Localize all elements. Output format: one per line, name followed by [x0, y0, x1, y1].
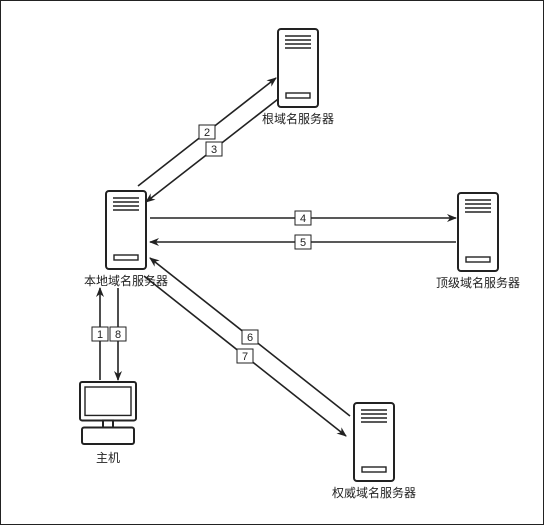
- edge-2: 2: [138, 78, 276, 186]
- edge-8: 8: [110, 288, 126, 380]
- root-node: 根域名服务器: [262, 29, 334, 126]
- auth-node: 权威域名服务器: [332, 403, 416, 500]
- edge-label-2: 2: [204, 127, 210, 139]
- local-node: 本地域名服务器: [84, 191, 168, 288]
- edge-label-7: 7: [242, 351, 248, 363]
- edge-label-4: 4: [300, 213, 306, 225]
- edge-6: 6: [150, 258, 350, 416]
- edge-label-3: 3: [211, 144, 217, 156]
- root-label: 根域名服务器: [262, 111, 334, 126]
- auth-label: 权威域名服务器: [332, 485, 416, 500]
- edge-7: 7: [144, 276, 346, 436]
- edge-label-8: 8: [115, 329, 121, 341]
- edge-4: 4: [150, 211, 456, 225]
- edge-label-1: 1: [97, 329, 103, 341]
- dns-diagram: 18 23 4 5 6 7 主机 本地域名服务器 根域名服务器顶级域名服务器权威域名服务器: [0, 0, 544, 525]
- edge-label-6: 6: [247, 332, 253, 344]
- host-label: 主机: [96, 451, 120, 465]
- tld-label: 顶级域名服务器: [436, 275, 520, 290]
- edge-5: 5: [150, 235, 456, 249]
- nodes: 主机 本地域名服务器 根域名服务器顶级域名服务器权威域名服务器: [80, 29, 520, 500]
- host-node: 主机: [80, 382, 136, 465]
- edge-label-5: 5: [300, 237, 306, 249]
- local-label: 本地域名服务器: [84, 273, 168, 288]
- edge-1: 1: [92, 288, 108, 380]
